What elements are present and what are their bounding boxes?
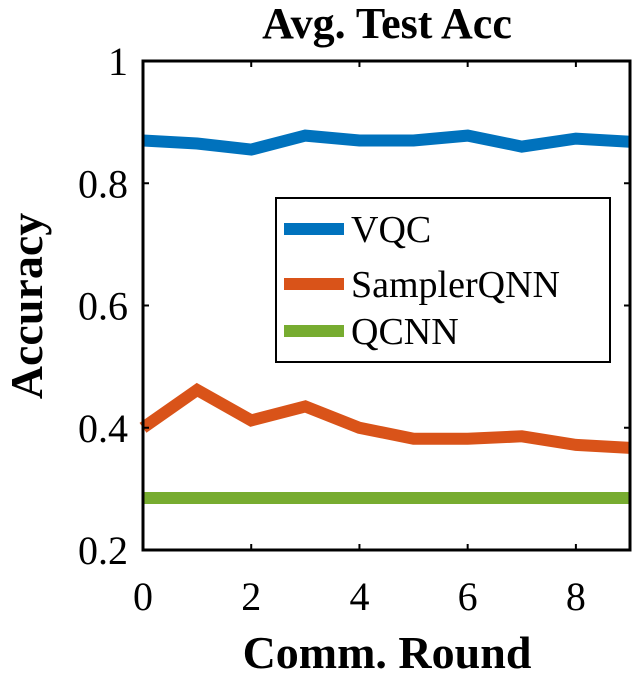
y-tick-label: 1 (108, 39, 128, 84)
series-line-samplerqnn (139, 382, 631, 454)
y-tick-label: 0.8 (78, 161, 128, 206)
series-line-vqc (142, 129, 631, 156)
legend: VQC SamplerQNN QCNN (275, 197, 611, 363)
y-axis-label: Accuracy (1, 213, 52, 399)
series-layer (139, 129, 631, 504)
y-tick-label: 0.4 (78, 406, 128, 451)
x-axis-label: Comm. Round (243, 627, 532, 676)
x-tick-label: 2 (241, 574, 261, 619)
legend-label-qcnn: QCNN (351, 311, 459, 353)
legend-label-vqc: VQC (351, 209, 431, 251)
x-tick-label: 4 (349, 574, 369, 619)
x-tick-label: 0 (133, 574, 153, 619)
chart-title: Avg. Test Acc (262, 0, 512, 48)
x-tick-label: 8 (566, 574, 586, 619)
y-tick-label: 0.2 (78, 528, 128, 573)
ticks-layer: 0 2 4 6 8 0.2 0.4 0.6 0.8 1 (78, 39, 630, 619)
y-tick-label: 0.6 (78, 284, 128, 329)
x-tick-label: 6 (458, 574, 478, 619)
legend-label-samplerqnn: SamplerQNN (351, 264, 560, 306)
